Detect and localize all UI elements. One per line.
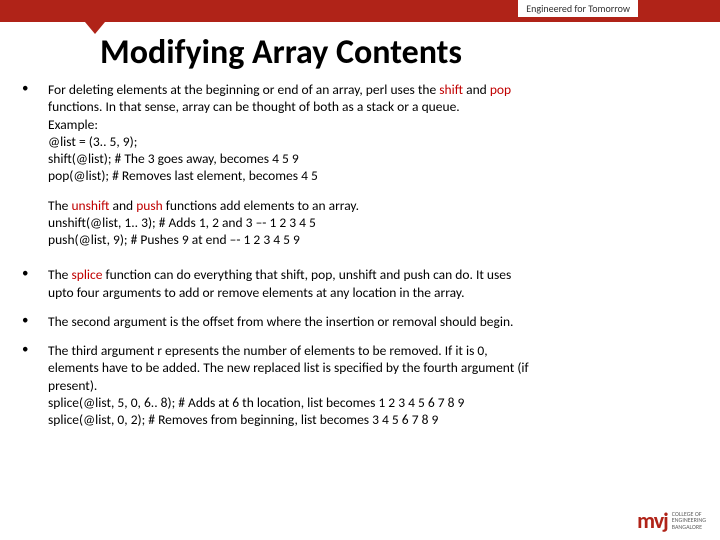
logo-mark: mvj xyxy=(637,507,668,534)
tagline: Engineered for Tomorrow xyxy=(518,0,638,17)
bullet-2: • The splice function can do everything … xyxy=(22,266,702,301)
page-title: Modifying Array Contents xyxy=(100,32,720,73)
bullet-marker: • xyxy=(22,266,48,301)
logo-text: COLLEGE OF ENGINEERING BANGALORE xyxy=(672,511,706,531)
keyword-push: push xyxy=(136,197,163,214)
bullet-marker: • xyxy=(22,313,48,330)
footer-logo: mvj COLLEGE OF ENGINEERING BANGALORE xyxy=(637,507,706,534)
bullet-3: • The second argument is the offset from… xyxy=(22,313,702,330)
bullet-marker: • xyxy=(22,81,48,185)
content-area: • For deleting elements at the beginning… xyxy=(0,81,720,429)
bullet-text: For deleting elements at the beginning o… xyxy=(48,81,702,185)
bullet-1: • For deleting elements at the beginning… xyxy=(22,81,702,185)
middle-block: The unshift and push functions add eleme… xyxy=(48,197,702,249)
header-notch xyxy=(85,22,105,34)
keyword-unshift: unshift xyxy=(71,197,109,214)
keyword-splice: splice xyxy=(71,266,102,283)
bullet-4: • The third argument r epresents the num… xyxy=(22,342,702,428)
bullet-text: The third argument r epresents the numbe… xyxy=(48,342,702,428)
header-bar: Engineered for Tomorrow xyxy=(0,0,720,22)
keyword-pop: pop xyxy=(490,81,511,98)
bullet-text: The splice function can do everything th… xyxy=(48,266,702,301)
keyword-shift: shift xyxy=(439,81,463,98)
bullet-text: The second argument is the offset from w… xyxy=(48,313,702,330)
bullet-marker: • xyxy=(22,342,48,428)
